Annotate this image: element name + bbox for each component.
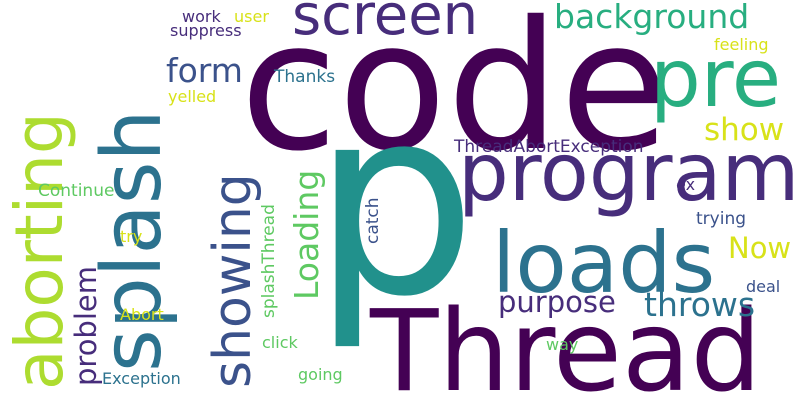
word-click: click <box>262 333 298 352</box>
word-going: going <box>298 365 343 384</box>
word-ex: ex <box>676 175 695 194</box>
word-yelled: yelled <box>168 87 216 106</box>
word-user: user <box>234 7 269 26</box>
word-problem: problem <box>69 266 103 386</box>
word-loads: loads <box>492 214 715 312</box>
word-purpose: purpose <box>498 285 616 319</box>
word-deal: deal <box>746 277 780 296</box>
word-exception: Exception <box>102 369 181 388</box>
word-p: p <box>312 52 477 354</box>
word-way: way <box>546 335 578 354</box>
word-background: background <box>554 0 749 36</box>
word-work: work <box>182 7 221 26</box>
word-now: Now <box>728 231 791 265</box>
word-suppress: suppress <box>170 21 242 40</box>
word-showing: showing <box>203 173 263 388</box>
word-catch: catch <box>363 197 383 244</box>
word-splashthread: splashThread <box>259 204 279 318</box>
word-pre: pre <box>650 32 781 125</box>
word-show: show <box>704 112 784 148</box>
word-try: try <box>120 227 142 246</box>
word-threadabortexception: ThreadAbortException <box>453 137 644 157</box>
word-trying: trying <box>696 209 746 229</box>
word-feeling: feeling <box>714 35 769 54</box>
word-abort: Abort <box>120 305 164 324</box>
word-thread: Thread <box>369 287 762 400</box>
word-program: program <box>458 126 799 219</box>
word-splash: splash <box>85 110 180 373</box>
word-form: form <box>166 51 243 90</box>
word-aborting: aborting <box>1 112 78 390</box>
word-code: code <box>240 0 669 190</box>
word-throws: throws <box>644 285 755 324</box>
word-thanks: Thanks <box>273 67 335 87</box>
word-screen: screen <box>292 0 478 48</box>
word-continue: Continue <box>38 181 114 201</box>
word-loading: Loading <box>287 170 326 300</box>
